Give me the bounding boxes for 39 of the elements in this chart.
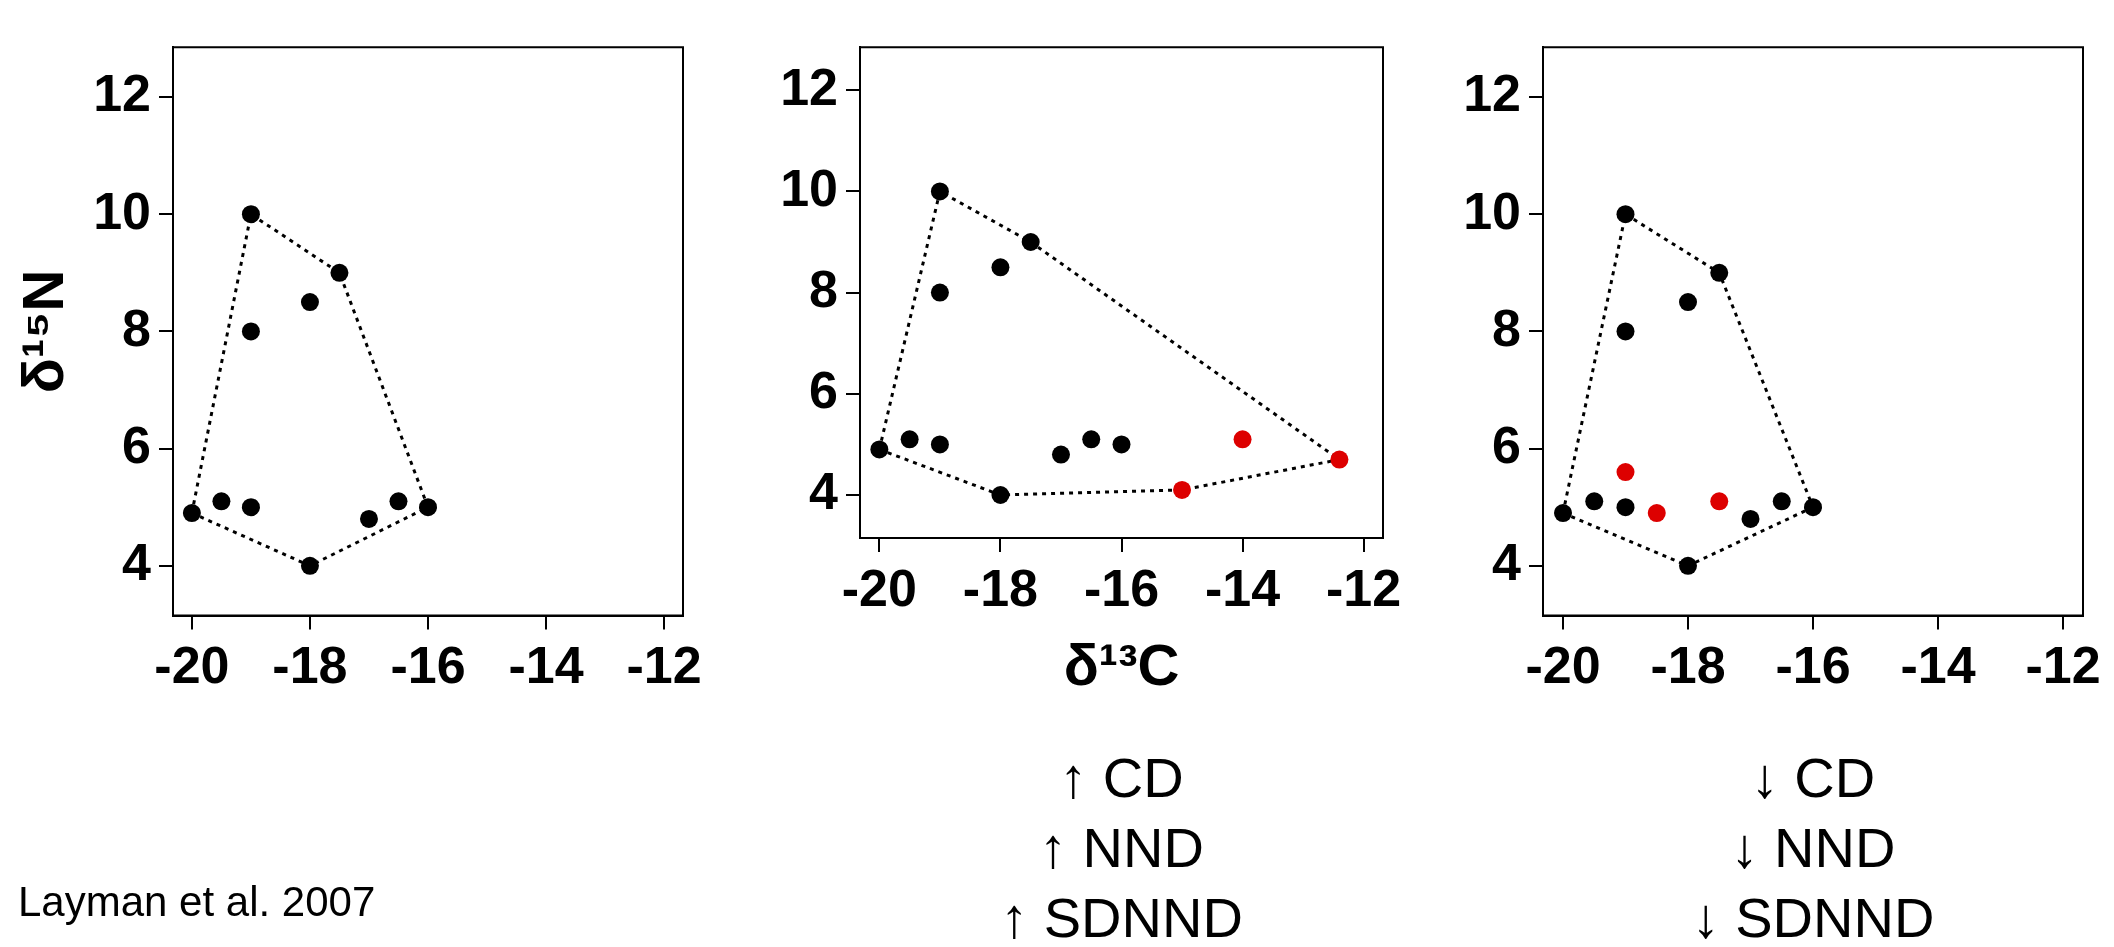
y-tick-label: 4 (122, 533, 152, 592)
x-axis-title: δ¹³C (1063, 632, 1180, 698)
y-tick-label: 4 (809, 462, 839, 521)
y-tick-label: 10 (93, 181, 151, 240)
text: ↓ CD (1749, 745, 1877, 811)
x-tick-label: -14 (1900, 636, 1976, 695)
text: ↓ NND (1729, 815, 1897, 881)
y-tick-label: 12 (93, 64, 151, 123)
x-tick-label: -14 (508, 636, 584, 695)
x-tick-label: -12 (626, 636, 702, 695)
y-tick-label: 10 (780, 158, 838, 217)
y-tick-label: 8 (809, 259, 838, 318)
x-tick-label: -20 (841, 558, 917, 617)
x-tick-label: -18 (1650, 636, 1726, 695)
y-tick-label: 10 (1463, 181, 1521, 240)
text: ↑ CD (1058, 745, 1185, 811)
y-tick-label: 8 (122, 298, 151, 357)
text: ↓ SDNND (1690, 885, 1936, 947)
x-tick-label: -16 (390, 636, 466, 695)
x-tick-label: -20 (1525, 636, 1601, 695)
text: Layman et al. 2007 (18, 878, 376, 926)
y-tick-label: 12 (780, 57, 838, 116)
x-tick-label: -18 (272, 636, 348, 695)
y-tick-label: 6 (122, 415, 151, 474)
x-tick-label: -18 (962, 558, 1039, 617)
y-tick-label: 6 (809, 361, 838, 420)
x-tick-label: -12 (2025, 636, 2101, 695)
y-tick-label: 6 (1492, 415, 1521, 474)
y-tick-label: 12 (1463, 64, 1521, 123)
x-tick-label: -12 (1326, 558, 1402, 617)
x-tick-label: -16 (1775, 636, 1851, 695)
text: ↑ NND (1038, 815, 1205, 881)
y-tick-label: 8 (1492, 298, 1521, 357)
x-tick-label: -14 (1204, 558, 1281, 617)
y-axis-title: δ¹⁵N (9, 269, 75, 394)
x-tick-label: -20 (154, 636, 230, 695)
x-tick-label: -16 (1083, 558, 1160, 617)
y-tick-label: 4 (1492, 533, 1522, 592)
text: ↑ SDNND (999, 885, 1244, 947)
